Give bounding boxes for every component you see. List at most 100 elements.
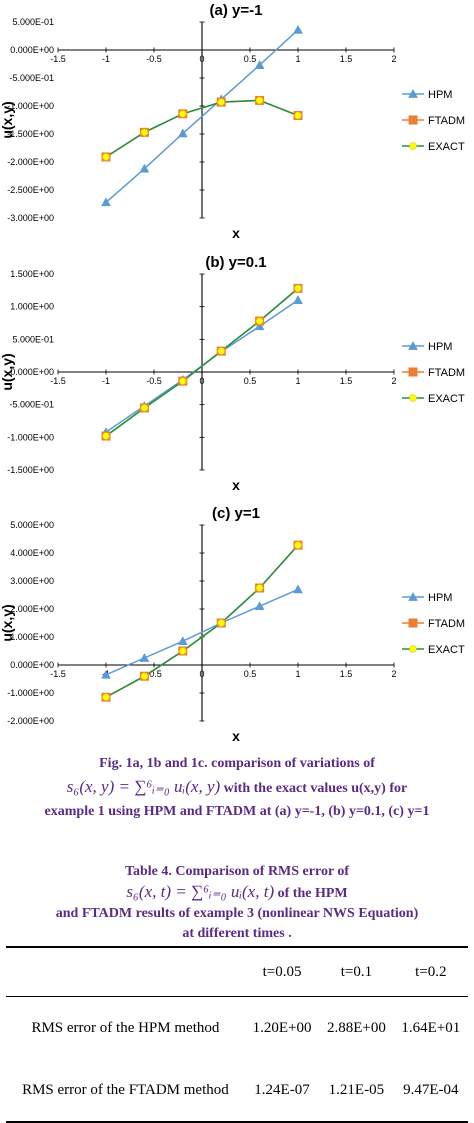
- y-tick-label: 4.000E+00: [10, 548, 54, 558]
- table-row: RMS error of the FTADM method 1.24E-07 1…: [6, 1059, 468, 1123]
- data-point: [255, 584, 264, 592]
- y-tick-label: 0.000E+00: [10, 367, 54, 377]
- data-point: [294, 284, 302, 293]
- legend-marker: [408, 115, 418, 125]
- figure-caption: Fig. 1a, 1b and 1c. comparison of variat…: [0, 752, 474, 823]
- table-header-cell: t=0.05: [244, 946, 320, 997]
- x-tick-label: 0.5: [244, 376, 257, 386]
- data-point: [217, 347, 225, 355]
- x-tick-label: 1: [295, 669, 300, 679]
- chart-title: (c) y=1: [212, 505, 260, 522]
- legend-marker: [409, 645, 417, 653]
- table-cell: 1.21E-05: [319, 1059, 394, 1123]
- table-row: RMS error of the HPM method 1.20E+00 2.8…: [6, 997, 468, 1060]
- legend-marker: [408, 591, 418, 601]
- legend-label: FTADM: [428, 115, 465, 127]
- chart-svg: (b) y=0.1 1.500E+00 1.000E+00 5.000E-01 0.00…: [0, 254, 465, 493]
- x-tick-label: 2: [391, 54, 396, 64]
- y-tick-label: -5.000E-01: [9, 73, 54, 83]
- x-tick-label: -1.5: [50, 54, 66, 64]
- y-tick-label: -1.500E+00: [7, 129, 54, 139]
- data-point: [101, 669, 111, 679]
- series-line-exact: [105, 287, 299, 437]
- series-line-exact: [105, 99, 299, 158]
- legend-marker: [409, 394, 417, 402]
- data-point: [255, 317, 264, 325]
- data-point: [177, 128, 188, 138]
- data-point: [139, 163, 150, 173]
- chart-title: (b) y=0.1: [205, 254, 266, 271]
- table-cell: 2.88E+00: [326, 1019, 386, 1036]
- y-tick-label: 2.000E+00: [10, 604, 54, 614]
- table-caption-line-4: at different times .: [182, 926, 292, 941]
- row-label: RMS error of the FTADM method: [6, 1059, 245, 1123]
- data-point: [140, 128, 149, 137]
- y-tick-label: 5.000E+00: [10, 520, 54, 530]
- data-point: [179, 377, 187, 385]
- table-header-cell: t=0.2: [393, 946, 468, 997]
- y-tick-label: 1.000E+00: [10, 302, 54, 312]
- data-point: [293, 584, 303, 594]
- x-tick-label: -1: [102, 54, 110, 64]
- y-axis-label: u(x,y): [0, 353, 15, 390]
- legend-label: HPM: [428, 89, 452, 101]
- table-header-row: t=0.05 t=0.1 t=0.2: [6, 946, 468, 997]
- table-cell: 9.47E-04: [393, 1059, 468, 1123]
- data-point: [140, 672, 149, 680]
- table-caption-formula: s₆(x, t) = ∑⁶ᵢ₌₀ uᵢ(x, t): [126, 882, 275, 901]
- y-tick-label: 3.000E+00: [10, 576, 54, 586]
- table-caption-line-2: s₆(x, t) = ∑⁶ᵢ₌₀ uᵢ(x, t) of the HPM: [0, 882, 474, 904]
- y-tick-label: -5.000E-01: [9, 400, 54, 410]
- x-tick-label: 2: [391, 376, 396, 386]
- y-axis-label: u(x,y): [0, 604, 15, 641]
- data-point: [102, 153, 110, 161]
- y-tick-label: 0.000E+00: [10, 45, 54, 55]
- chart-a: (a) y=-1 5.000E-01 0.000E+00 -5.000E-01 -1.0…: [0, 0, 474, 246]
- x-tick-label: 1.5: [340, 54, 353, 64]
- data-point: [102, 432, 110, 440]
- legend-marker: [408, 367, 418, 377]
- chart-b: (b) y=0.1 1.500E+00 1.000E+00 5.000E-01 0.00…: [0, 252, 474, 498]
- table-caption-line-3: and FTADM results of example 3 (nonlinea…: [55, 906, 419, 921]
- x-tick-label: 0.5: [244, 54, 257, 64]
- y-tick-label: 1.000E+00: [10, 632, 54, 642]
- data-point: [139, 652, 150, 662]
- data-point: [179, 110, 187, 118]
- y-tick-label: -1.000E+00: [7, 432, 54, 442]
- y-tick-label: 5.000E-01: [12, 17, 54, 27]
- series-line-hpm: [105, 588, 299, 676]
- figure-caption-line-2-text: with the exact values u(x,y) for: [223, 781, 408, 796]
- y-tick-label: 1.500E+00: [10, 269, 54, 279]
- x-axis-label: x: [232, 728, 240, 744]
- table-caption: Table 4. Comparison of RMS error of s₆(x…: [0, 862, 474, 944]
- x-tick-label: -0.5: [146, 669, 162, 679]
- legend-label: EXACT: [428, 141, 465, 153]
- legend-label: HPM: [428, 341, 452, 353]
- chart-svg: (c) y=1 5.000E+00 4.000E+00 3.000E+00 2.000E…: [0, 505, 465, 744]
- data-point: [101, 197, 111, 207]
- x-tick-label: -0.5: [146, 376, 162, 386]
- x-tick-label: 1: [295, 376, 300, 386]
- series-markers: [102, 541, 302, 701]
- x-tick-label: 0: [199, 54, 204, 64]
- x-tick-label: -1.5: [50, 669, 66, 679]
- legend-label: FTADM: [428, 618, 465, 630]
- figure-caption-line-1: Fig. 1a, 1b and 1c. comparison of variat…: [99, 756, 375, 771]
- y-tick-label: 5.000E-01: [12, 334, 54, 344]
- data-point: [177, 636, 188, 646]
- table-caption-line-2-text: of the HPM: [277, 886, 348, 901]
- y-tick-label: -2.000E+00: [7, 157, 54, 167]
- chart-title: (a) y=-1: [210, 2, 263, 19]
- data-point: [254, 60, 265, 69]
- table-caption-line-1: Table 4. Comparison of RMS error of: [124, 864, 350, 879]
- y-tick-label: -1.000E+00: [7, 101, 54, 111]
- x-tick-label: -1: [102, 376, 110, 386]
- data-point: [254, 601, 265, 611]
- table-cell: 1.64E+01: [401, 1019, 461, 1036]
- x-tick-label: 1.5: [340, 376, 353, 386]
- table-header-cell: [6, 946, 245, 997]
- x-axis-label: x: [232, 225, 240, 241]
- series-line-hpm: [105, 29, 299, 203]
- chart-c: (c) y=1 5.000E+00 4.000E+00 3.000E+00 2.000E…: [0, 503, 474, 749]
- table-cell: 1.20E+00: [252, 1019, 312, 1036]
